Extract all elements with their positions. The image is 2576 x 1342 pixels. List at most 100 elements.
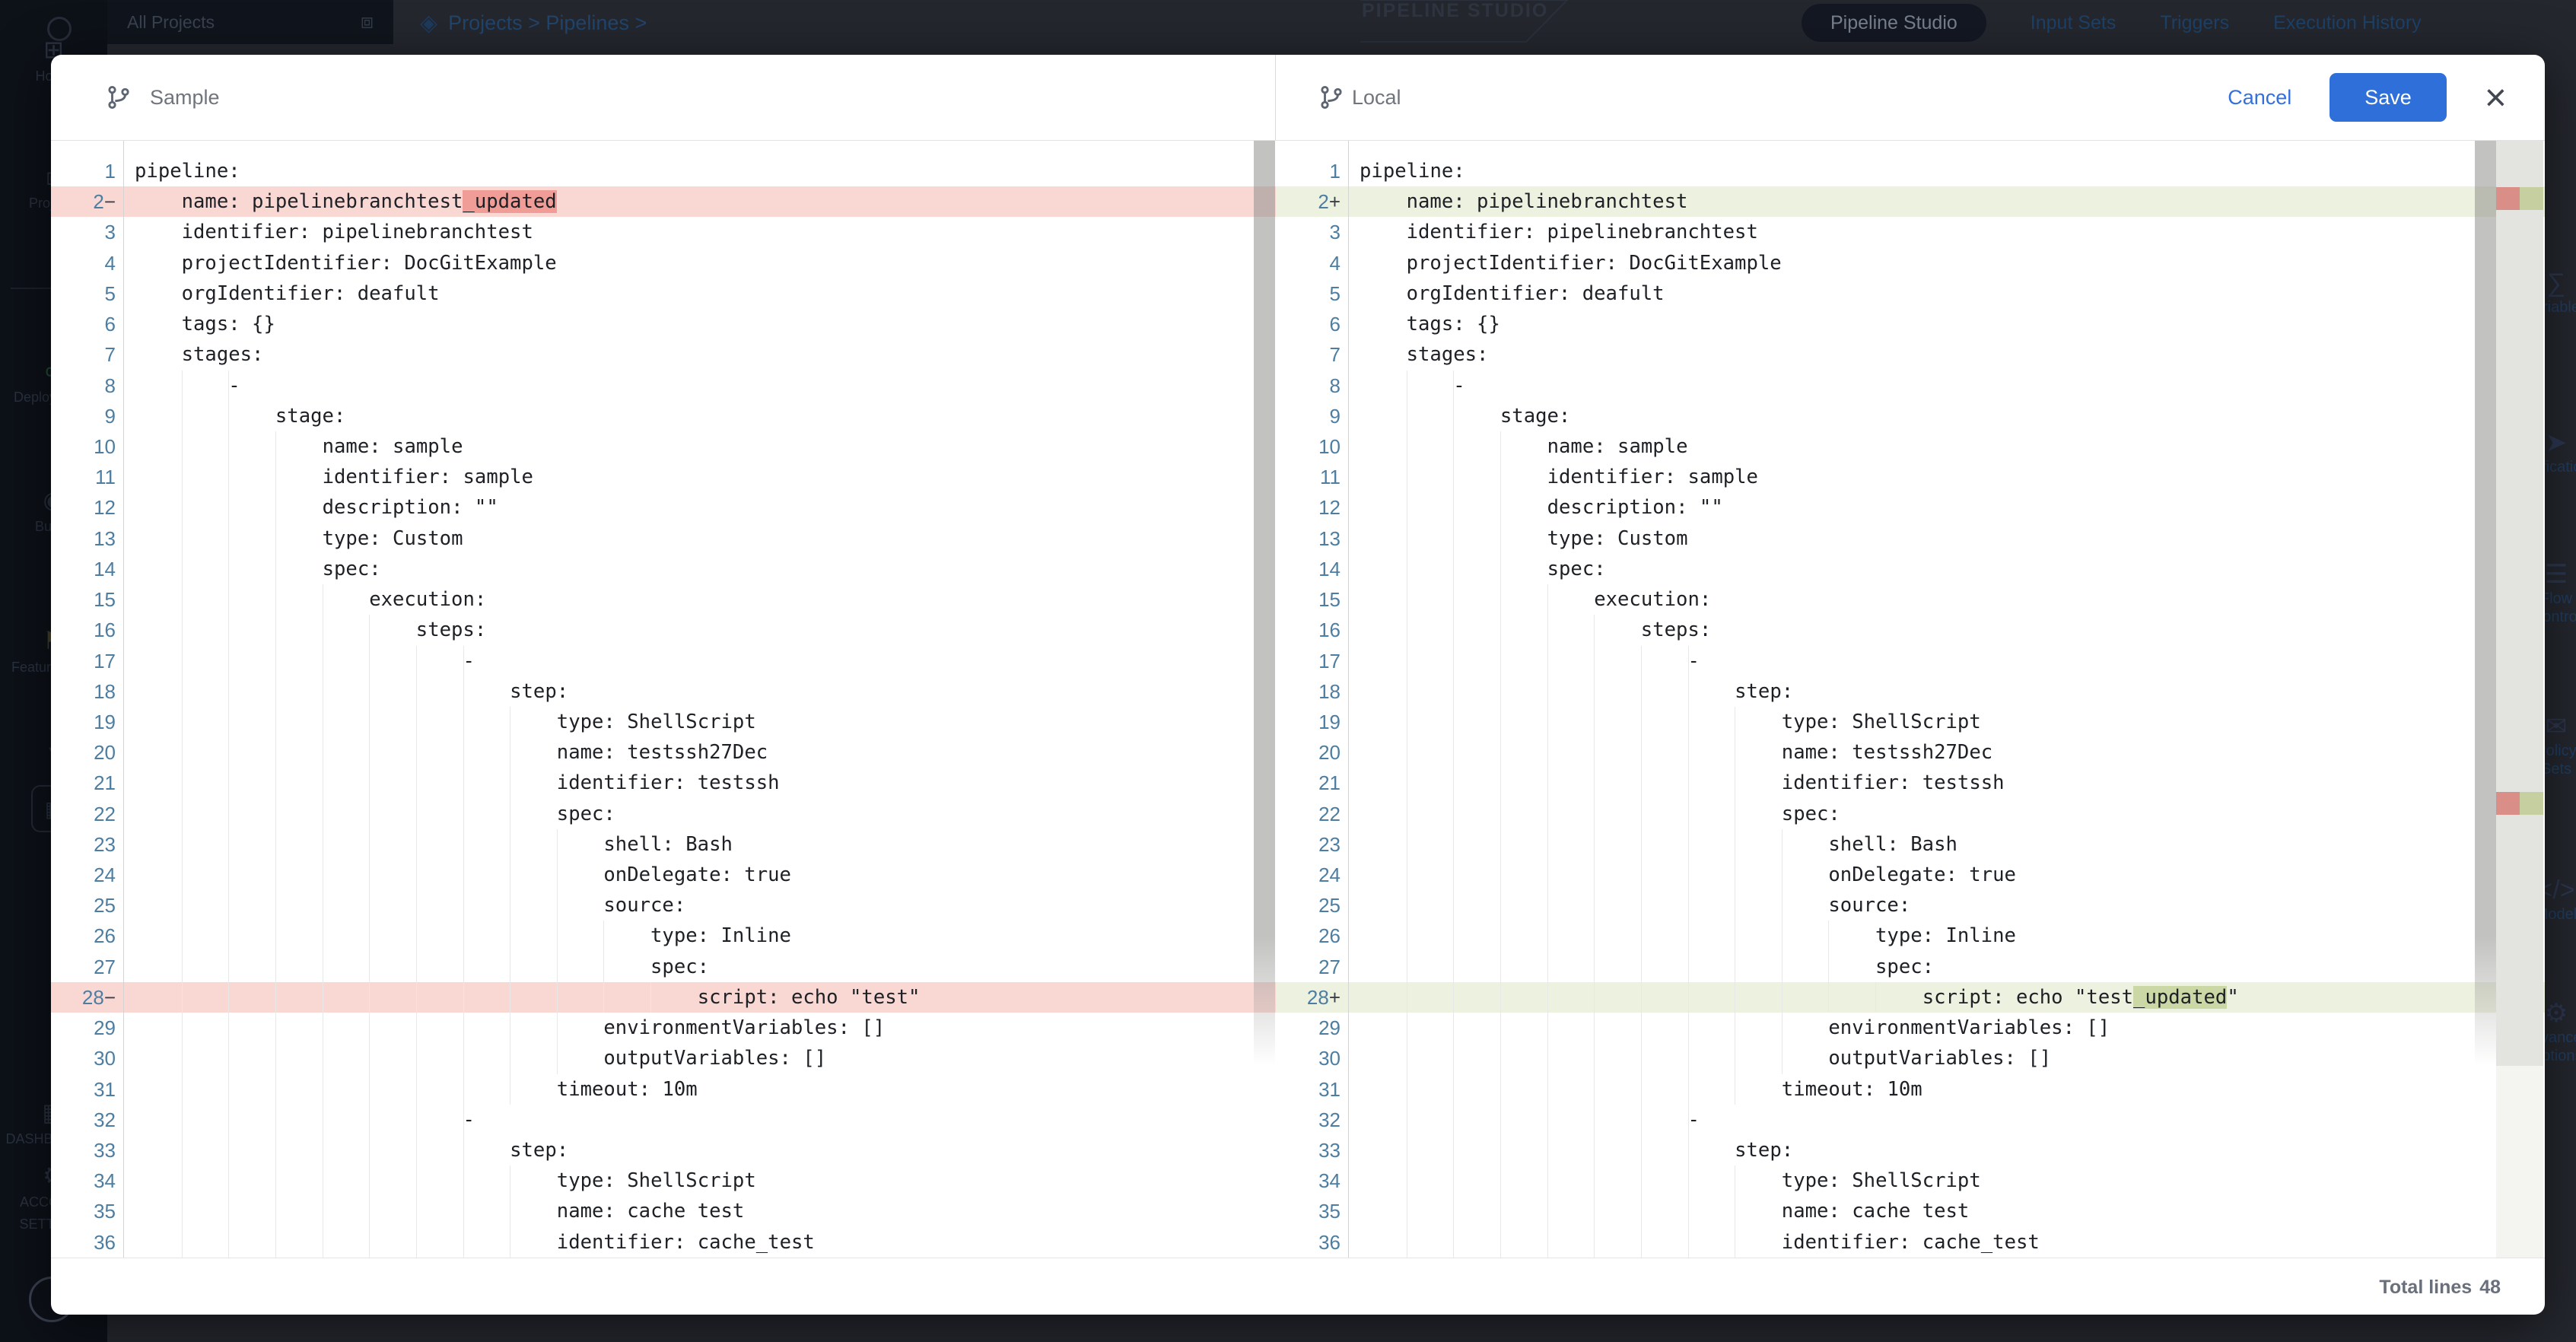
diff-left-editor[interactable]: 1 pipeline: 2− name: pipelinebranchtest_upd… [51,141,1276,1258]
line-number: 1 [104,160,116,183]
diff-right-editor[interactable]: 1 pipeline: 2+ name: pipelinebranchtest 3 ide… [1276,141,2545,1258]
code-line: 13 type: Custom [51,523,1276,554]
line-number: 31 [94,1077,116,1101]
code-line: 2+ name: pipelinebranchtest [1276,186,2545,218]
save-button[interactable]: Save [2330,73,2447,122]
line-number: 30 [1318,1047,1340,1070]
diff-removed-mark [2496,187,2520,210]
code-line: 29 environmentVariables: [] [1276,1013,2545,1044]
code-line: 6 tags: {} [51,309,1276,339]
tab-pipeline-studio[interactable]: Pipeline Studio [1802,4,1986,42]
rail-item-policy-sets[interactable]: ✉ Policy Sets [2495,711,2576,778]
project-selector[interactable]: All Projects ⧈ [107,0,393,44]
line-number: 9 [1329,404,1340,428]
line-number: 35 [1318,1200,1340,1223]
harness-logo-icon [47,17,72,41]
code-line: 8- [51,370,1276,401]
breadcrumb[interactable]: ◈ Projects > Pipelines > [420,10,647,37]
code-line: 20 name: testssh27Dec [51,737,1276,768]
line-number: 14 [1318,557,1340,580]
line-number: 1 [1329,160,1340,183]
line-number: 13 [1318,526,1340,550]
line-number: 19 [1318,710,1340,733]
line-number: 25 [94,894,116,917]
code-line: 5 orgIdentifier: deafult [51,278,1276,309]
mail-icon: ✉ [2545,712,2568,741]
code-line: 34 type: ShellScript [1276,1166,2545,1197]
yaml-diff-dialog: Sample Local Cancel Save × 1 pipeline: 2− n… [51,55,2545,1315]
line-number: 22 [1318,802,1340,825]
tab-execution-history[interactable]: Execution History [2273,11,2422,33]
code-line: 9 stage: [51,400,1276,431]
line-number: 34 [94,1169,116,1193]
code-line: 29 environmentVariables: [] [51,1013,1276,1044]
line-number: 3 [1329,221,1340,244]
code-line: 21 identifier: testssh [1276,768,2545,799]
line-number: 14 [94,557,116,580]
code-line: 1 pipeline: [1276,156,2545,186]
sigma-icon: ∑ [2546,269,2566,297]
line-number: 32 [1318,1108,1340,1131]
line-number: 6 [1329,313,1340,336]
code-line: 4 projectIdentifier: DocGitExample [51,248,1276,278]
code-line: 13 type: Custom [1276,523,2545,554]
code-line: 9 stage: [1276,400,2545,431]
dialog-header: Sample Local Cancel Save × [51,55,2545,141]
line-number: 11 [95,466,116,489]
code-line: 30 outputVariables: [] [51,1043,1276,1074]
line-number: 33 [94,1139,116,1162]
line-number: 20 [1318,741,1340,765]
code-line: 2− name: pipelinebranchtest_updated [51,186,1276,218]
code-line: 24 onDelegate: true [1276,860,2545,891]
code-line: 26 type: Inline [1276,921,2545,952]
code-line: 27 spec: [51,951,1276,982]
code-line: 33 step: [51,1135,1276,1166]
top-tabs: Pipeline Studio Input Sets Triggers Executi… [1802,4,2422,42]
right-panel-title: Local [1352,85,1401,109]
tab-triggers[interactable]: Triggers [2160,11,2230,33]
breadcrumb-text: Projects > Pipelines > [448,11,647,34]
code-line: 18 step: [51,676,1276,707]
overview-ruler [2496,141,2543,1258]
tab-input-sets[interactable]: Input Sets [2030,11,2116,33]
line-number: 13 [94,526,116,550]
left-scrollbar-thumb[interactable] [1254,141,1275,1066]
line-number: 7 [1329,343,1340,367]
close-icon[interactable]: × [2480,78,2511,117]
line-number: 21 [1318,771,1340,795]
code-line: 26 type: Inline [51,921,1276,952]
line-number: 31 [1318,1077,1340,1101]
code-line: 31 timeout: 10m [51,1073,1276,1105]
code-line: 23 shell: Bash [1276,828,2545,860]
code-line: 16 steps: [1276,615,2545,646]
line-number: 8 [1329,374,1340,397]
project-diamond-icon: ◈ [420,11,438,36]
line-number: 5 [1329,281,1340,305]
code-line: 28− script: echo "test" [51,981,1276,1013]
code-line: 16 steps: [51,615,1276,646]
line-number: 33 [1318,1139,1340,1162]
left-panel-header: Sample [51,55,1276,140]
right-scrollbar-thumb[interactable] [2475,141,2496,1066]
line-number: 26 [94,924,116,948]
right-panel-header: Local Cancel Save × [1276,55,2545,140]
line-number: 2+ [1318,190,1340,214]
code-line: 23 shell: Bash [51,828,1276,860]
code-line: 25 source: [51,890,1276,921]
line-number: 36 [1318,1230,1340,1254]
line-number: 27 [94,955,116,978]
code-line: 36 identifier: cache_test [1276,1226,2545,1258]
line-number: 28+ [1306,985,1340,1009]
code-line: 35 name: cache test [51,1196,1276,1227]
line-number: 35 [94,1200,116,1223]
code-line: 21 identifier: testssh [51,768,1276,799]
line-number: 12 [1318,496,1340,520]
code-line: 31 timeout: 10m [1276,1073,2545,1105]
code-line: 20 name: testssh27Dec [1276,737,2545,768]
line-number: 26 [1318,924,1340,948]
cancel-button[interactable]: Cancel [2223,85,2296,110]
code-line: 1 pipeline: [51,156,1276,186]
code-line: 33 step: [1276,1135,2545,1166]
line-number: 17 [94,649,116,673]
